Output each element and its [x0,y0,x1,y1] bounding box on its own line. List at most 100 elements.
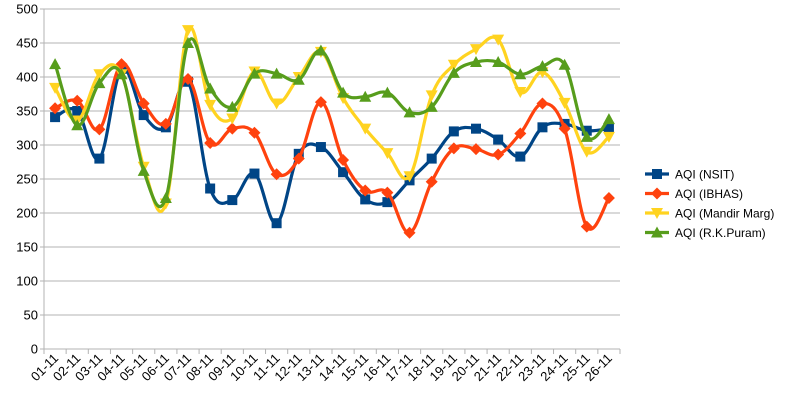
data-point [447,66,460,78]
data-point [581,125,592,136]
y-tick-label: 450 [16,36,38,51]
data-point [248,67,261,79]
data-point [204,136,217,149]
data-point [337,86,350,98]
data-point [115,68,128,80]
data-point [138,110,149,121]
data-point [580,220,593,233]
data-point [292,152,305,165]
data-point [270,67,283,79]
data-point [470,56,482,68]
data-point [381,86,394,98]
data-point [580,130,593,142]
data-point [71,119,84,131]
axes [40,8,621,354]
data-point [514,68,527,80]
data-point [359,184,372,197]
data-point [470,44,482,56]
data-point [159,117,172,130]
data-point [425,100,438,112]
data-point [226,100,239,112]
data-point [314,44,327,56]
data-point [93,69,106,81]
data-point [515,151,526,162]
y-tick-label: 150 [16,240,38,255]
data-point [93,123,106,136]
gridlines [44,8,620,350]
data-point [602,131,615,143]
data-point [137,97,150,110]
y-tick-label: 0 [31,342,38,357]
y-tick-label: 300 [16,138,38,153]
data-point [226,113,239,125]
legend-entry: AQI (NSIT) [645,168,734,182]
y-tick-label: 250 [16,172,38,187]
data-point [447,59,460,71]
data-point [425,90,438,102]
data-point [382,197,393,208]
legend-marker [652,169,662,179]
data-point [159,192,172,204]
data-point [226,122,239,135]
data-point [381,148,394,160]
data-point [536,60,549,72]
legend-marker [651,187,663,200]
data-point [338,167,349,178]
data-point [470,143,482,156]
legend-label: AQI (NSIT) [675,168,734,182]
data-point [580,146,593,158]
legend-entry: AQI (IBHAS) [645,187,743,201]
data-point [492,34,505,46]
data-point [314,96,327,109]
data-point [602,192,615,205]
legend-entry: AQI (Mandir Marg) [645,207,774,221]
data-point [426,153,437,164]
x-tick-labels: 01-1102-1103-1104-1105-1106-1107-1108-11… [28,351,615,384]
series-4 [49,37,615,209]
data-point [381,186,394,199]
data-point [403,106,416,118]
data-point [182,37,194,48]
data-point [93,77,106,89]
legend-label: AQI (IBHAS) [675,187,743,201]
series-line [53,25,611,213]
data-point [49,58,62,70]
data-point [558,58,571,70]
legend-entry: AQI (R.K.Puram) [645,226,766,240]
data-point [603,123,614,134]
data-point [558,97,571,109]
data-point [558,122,571,135]
data-point [249,168,260,179]
data-point [50,112,61,123]
data-point [425,175,438,188]
data-point [359,123,372,135]
data-point [514,127,527,140]
data-point [248,126,261,139]
data-point [182,25,194,37]
series-2 [49,58,615,239]
legend-marker [651,226,663,238]
legend: AQI (NSIT) AQI (IBHAS) AQI (Mandir Marg) AQ… [645,168,774,240]
y-tick-labels: 0 50 100 150 200 250 300 350 400 450 500 [16,2,38,357]
data-point [447,142,460,155]
series-lines [49,25,615,239]
data-point [403,226,416,239]
data-point [471,123,481,134]
data-point [536,97,549,110]
legend-label: AQI (Mandir Marg) [675,207,774,221]
data-point [49,82,62,94]
data-point [337,153,350,166]
data-point [271,218,282,229]
y-tick-label: 350 [16,104,38,119]
data-point [602,113,615,125]
data-point [403,171,416,183]
y-tick-label: 200 [16,206,38,221]
y-tick-label: 400 [16,70,38,85]
data-point [270,168,283,181]
data-point [72,106,83,116]
data-point [292,73,305,85]
data-point [205,183,216,194]
data-point [360,194,371,205]
data-point [270,98,283,110]
